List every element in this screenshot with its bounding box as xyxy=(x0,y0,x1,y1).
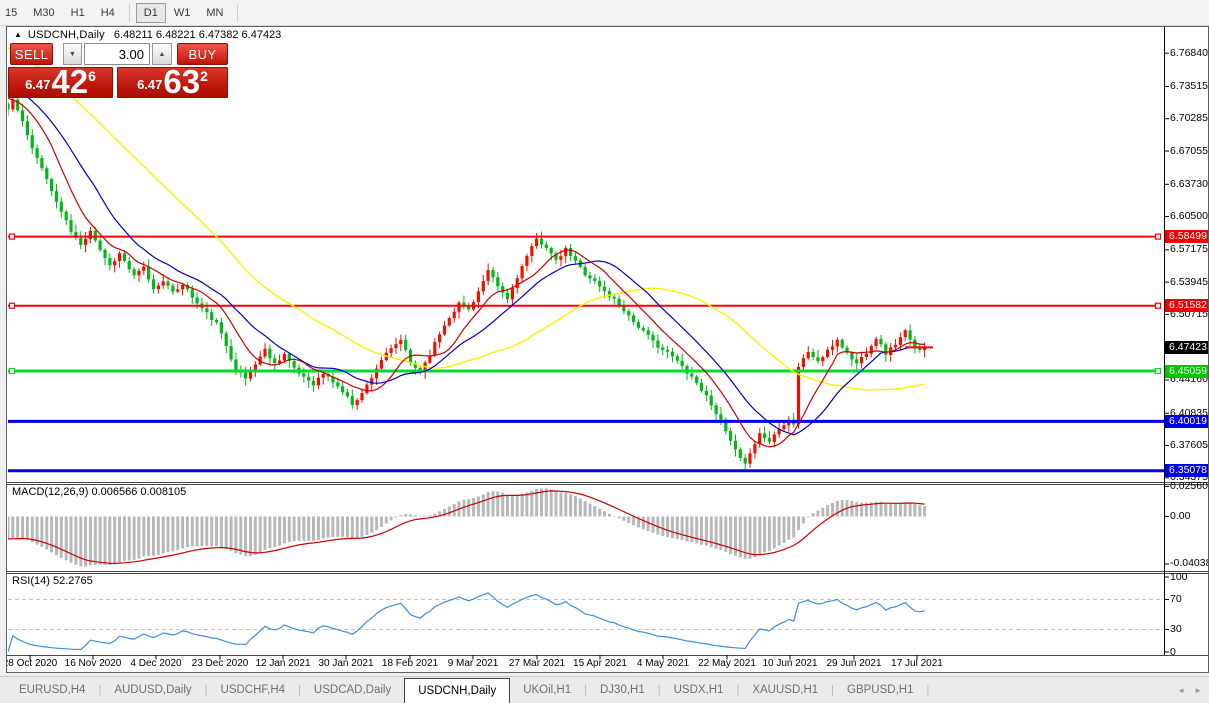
tab-usdx-h1[interactable]: USDX,H1 xyxy=(673,684,724,696)
mid-ma-line xyxy=(8,85,925,436)
buy-price-prefix: 6.47 xyxy=(137,77,163,92)
volume-decrease-button[interactable]: ▼ xyxy=(63,43,82,65)
slow-ma-line xyxy=(8,47,925,391)
tab-scroll-left-icon[interactable]: ◄ xyxy=(1177,686,1185,695)
fast-ma-line xyxy=(8,97,925,448)
buy-price-display[interactable]: 6.47 63 2 xyxy=(117,63,228,100)
sell-price-prefix: 6.47 xyxy=(25,77,51,92)
tab-separator: | xyxy=(204,684,208,696)
chart-plot-area[interactable] xyxy=(7,27,1208,672)
buy-price-pip-digit: 2 xyxy=(200,68,208,84)
horizontal-level-lines[interactable] xyxy=(8,233,1164,473)
sell-button[interactable]: SELL xyxy=(10,43,53,65)
timeframe-button-mn[interactable]: MN xyxy=(206,6,224,19)
one-click-trading-panel: SELL ▼ ▲ BUY 6.47 42 6 6.47 63 2 xyxy=(8,43,232,99)
chart-ohlc-values: 6.48211 6.48221 6.47382 6.47423 xyxy=(113,29,282,41)
macd-signal-line xyxy=(8,490,925,565)
tab-xauusd-h1[interactable]: XAUUSD,H1 xyxy=(752,684,819,696)
buy-price-big-digits: 63 xyxy=(163,63,201,100)
buy-button[interactable]: BUY xyxy=(177,43,228,65)
rsi-indicator-label: RSI(14) 52.2765 xyxy=(12,575,93,587)
timeframe-button-m30[interactable]: M30 xyxy=(33,6,55,19)
timeframe-button-15[interactable]: 15 xyxy=(5,6,18,19)
chart-title: ▲ USDCNH,Daily 6.48211 6.48221 6.47382 6.4… xyxy=(14,29,281,41)
timeframe-button-d1[interactable]: D1 xyxy=(135,2,166,23)
pane-separators xyxy=(7,27,1208,656)
axis-ticks xyxy=(29,52,1169,660)
tab-separator: | xyxy=(657,684,661,696)
tab-usdchf-h4[interactable]: USDCHF,H4 xyxy=(220,684,286,696)
sell-price-pip-digit: 6 xyxy=(88,68,96,84)
timeframe-toolbar: 15 M30 H1 H4 D1 W1 MN xyxy=(0,0,1209,26)
timeframe-button-h1[interactable]: H1 xyxy=(70,6,85,19)
tab-dj30-h1[interactable]: DJ30,H1 xyxy=(600,684,645,696)
tab-ukoil-h1[interactable]: UKOil,H1 xyxy=(523,684,572,696)
tab-gbpusd-h1[interactable]: GBPUSD,H1 xyxy=(847,684,914,696)
collapse-chart-icon[interactable]: ▲ xyxy=(14,30,22,39)
timeframe-button-w1[interactable]: W1 xyxy=(173,6,191,19)
macd-indicator-label: MACD(12,26,9) 0.006566 0.008105 xyxy=(12,486,187,498)
toolbar-separator xyxy=(237,3,239,22)
tab-separator: | xyxy=(98,684,102,696)
sell-price-big-digits: 42 xyxy=(51,63,89,100)
tab-eurusd-h4[interactable]: EURUSD,H4 xyxy=(19,684,86,696)
macd-histogram xyxy=(8,488,927,567)
tab-separator: | xyxy=(298,684,301,696)
tab-usdcnh-daily[interactable]: USDCNH,Daily xyxy=(404,678,511,703)
timeframe-button-h4[interactable]: H4 xyxy=(100,6,115,19)
chart-window: ▲ USDCNH,Daily 6.48211 6.48221 6.47382 6.4… xyxy=(6,26,1209,673)
tab-separator: | xyxy=(926,684,930,696)
tab-usdcad-daily[interactable]: USDCAD,Daily xyxy=(313,684,392,696)
tab-scroll-right-icon[interactable]: ► xyxy=(1194,686,1202,695)
tab-audusd-daily[interactable]: AUDUSD,Daily xyxy=(114,684,192,696)
volume-input[interactable] xyxy=(84,43,150,65)
candles-layer xyxy=(8,96,927,471)
sell-price-display[interactable]: 6.47 42 6 xyxy=(8,63,113,100)
tab-separator: | xyxy=(736,684,740,696)
tab-separator: | xyxy=(831,684,835,696)
toolbar-separator xyxy=(128,3,130,22)
chart-tab-bar: EURUSD,H4 | AUDUSD,Daily | USDCHF,H4 | USDCAD,… xyxy=(0,676,1209,703)
tab-separator: | xyxy=(584,684,587,696)
volume-increase-button[interactable]: ▲ xyxy=(152,43,172,65)
chart-symbol-period: USDCNH,Daily xyxy=(27,29,105,41)
rsi-line xyxy=(8,592,925,653)
